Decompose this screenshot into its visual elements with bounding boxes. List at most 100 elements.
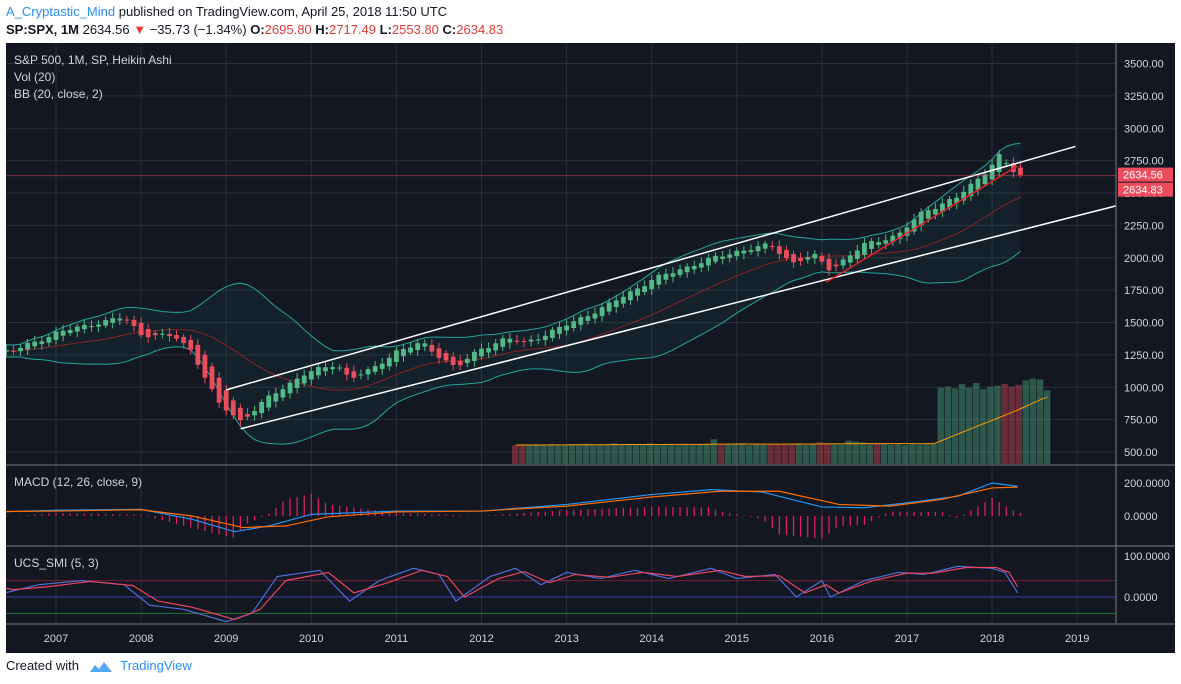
candle-body	[280, 389, 286, 398]
tradingview-link[interactable]: TradingView	[120, 658, 192, 673]
smi-pane[interactable]	[0, 565, 1116, 623]
candle-body	[230, 400, 236, 416]
candle-body	[223, 390, 229, 411]
candle-body	[344, 367, 350, 375]
candle-body	[989, 164, 995, 180]
axes: 3500.003250.003000.002750.002500.002250.…	[6, 43, 1175, 653]
published-text: published on TradingView.com, April 25, …	[118, 4, 448, 19]
volume-bar	[788, 444, 796, 464]
candle-body	[351, 371, 357, 378]
candle-body	[39, 341, 45, 344]
volume-bar	[526, 445, 533, 464]
candle-body	[535, 339, 541, 341]
candle-body	[663, 273, 669, 280]
candle-body	[1003, 163, 1009, 165]
candle-body	[961, 191, 967, 201]
chart-background	[6, 43, 1175, 653]
volume-bar	[845, 440, 852, 464]
close-value: 2634.83	[456, 22, 504, 37]
volume-bar	[646, 443, 654, 464]
candle-body	[167, 333, 172, 337]
price-tick-label: 2250.00	[1124, 220, 1164, 232]
volume-bar	[639, 444, 647, 464]
volume-bar	[852, 441, 859, 464]
volume-bar	[824, 443, 831, 464]
price-tick-label: 3000.00	[1124, 123, 1164, 135]
candle-body	[755, 246, 761, 252]
ohlc-line: SP:SPX, 1M 2634.56 ▼ −35.73 (−1.34%) O:2…	[6, 22, 503, 37]
smi-signal-line	[0, 566, 1019, 621]
candle-body	[479, 348, 484, 357]
candle-body	[635, 288, 640, 296]
candle-body	[769, 246, 775, 248]
volume-bar	[724, 444, 732, 464]
candle-body	[152, 333, 158, 336]
candle-body	[237, 407, 243, 421]
candle-body	[259, 401, 265, 414]
last-price-tag	[1118, 167, 1173, 182]
smi-line	[0, 565, 1019, 623]
candle-body	[833, 264, 839, 267]
candle-body	[415, 343, 421, 351]
candle-body	[89, 326, 94, 328]
price-tick-label: 1000.00	[1124, 382, 1164, 394]
candle-body	[954, 197, 960, 204]
candle-body	[245, 414, 250, 417]
price-tick-label: 1500.00	[1124, 318, 1164, 330]
candle-body	[996, 154, 1002, 173]
macd-pane[interactable]	[0, 482, 1022, 539]
volume-bar	[930, 443, 937, 464]
candle-body	[337, 367, 343, 369]
candle-body	[273, 393, 279, 402]
candle-body	[174, 334, 179, 339]
volume-bar	[597, 444, 604, 464]
volume-bar	[760, 444, 767, 464]
open-label: O:	[250, 22, 265, 37]
vol-indicator-label: Vol (20)	[14, 70, 55, 84]
candle-body	[323, 367, 328, 372]
candle-body	[145, 328, 151, 338]
volume-bar	[887, 444, 895, 464]
chart-area[interactable]: 3500.003250.003000.002750.002500.002250.…	[0, 43, 1175, 653]
candle-body	[521, 341, 527, 343]
volume-bar	[1001, 383, 1008, 464]
volume-bar	[696, 444, 703, 464]
candle-body	[216, 377, 222, 403]
candle-body	[550, 329, 555, 338]
price-tick-label: 3250.00	[1124, 91, 1164, 103]
volume-bar	[561, 445, 569, 464]
volume-bar	[951, 388, 959, 464]
candle-body	[826, 258, 832, 271]
candle-body	[1018, 167, 1023, 175]
volume-bar	[717, 444, 725, 464]
close-price-tag	[1118, 182, 1173, 197]
candle-body	[450, 356, 456, 365]
volume-bar	[1015, 384, 1022, 464]
candle-body	[613, 300, 619, 307]
candle-body	[32, 341, 38, 347]
volume-bar	[618, 444, 625, 464]
volume-bar	[1043, 390, 1051, 464]
time-tick-label: 2012	[469, 633, 493, 645]
candle-body	[181, 336, 187, 344]
price-pane[interactable]	[0, 142, 1116, 464]
candle-body	[138, 322, 144, 336]
candle-body	[762, 243, 768, 249]
candle-body	[968, 183, 974, 197]
volume-bar	[1029, 378, 1037, 464]
author-link[interactable]: A_Cryptastic_Mind	[6, 4, 116, 19]
volume-bar	[540, 445, 547, 464]
candle-body	[847, 255, 853, 263]
symbol-label: SP:SPX, 1M	[6, 22, 79, 37]
volume-bar	[916, 444, 923, 464]
candle-body	[684, 266, 690, 273]
bb-lower-line	[0, 250, 1021, 445]
chart-canvas[interactable]: 3500.003250.003000.002750.002500.002250.…	[0, 43, 1175, 653]
candle-body	[60, 330, 66, 336]
volume-bar	[533, 444, 540, 464]
volume-bar	[632, 444, 640, 464]
candle-body	[691, 265, 697, 270]
bb-upper-line	[0, 142, 1021, 352]
candle-body	[266, 395, 272, 408]
time-tick-label: 2007	[44, 633, 68, 645]
